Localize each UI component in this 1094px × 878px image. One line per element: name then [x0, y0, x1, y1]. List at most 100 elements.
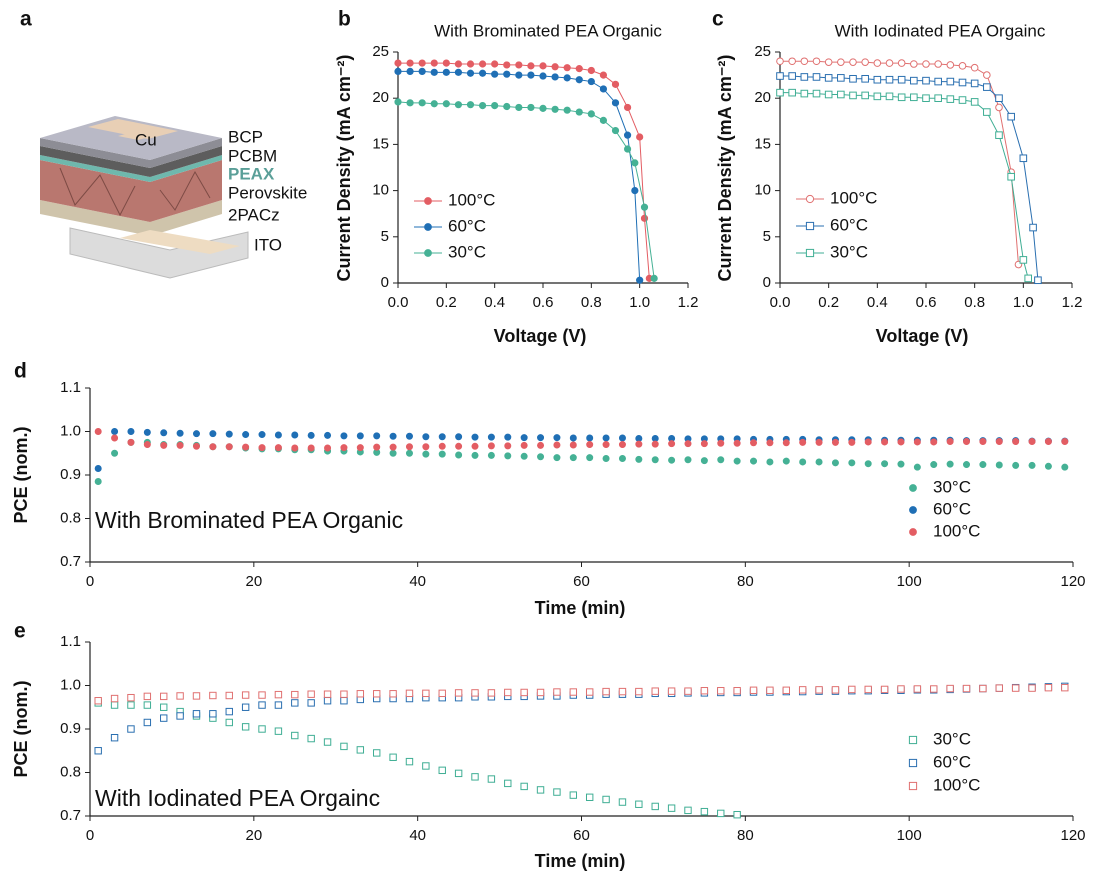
marker [127, 693, 135, 702]
marker [394, 67, 402, 76]
x-tick-label: 60 [573, 827, 590, 844]
marker [569, 441, 577, 449]
marker [225, 443, 233, 451]
grain-lines [159, 170, 211, 211]
marker [873, 59, 882, 67]
marker [970, 63, 979, 72]
y-axis-label: Current Density (mA cm⁻²) [334, 55, 354, 282]
x-tick-label: 1.0 [1013, 294, 1034, 311]
legend-marker [909, 528, 917, 536]
marker [323, 690, 332, 698]
y-tick-label: 0.8 [60, 763, 81, 780]
marker [455, 442, 463, 450]
marker [454, 101, 463, 109]
marker [881, 438, 889, 446]
marker [651, 456, 659, 464]
marker [258, 444, 266, 452]
marker [650, 274, 658, 282]
legend-marker [424, 197, 432, 205]
marker [438, 766, 446, 775]
marker [611, 126, 620, 135]
marker [160, 692, 168, 701]
marker [94, 478, 102, 486]
marker [127, 701, 135, 709]
marker [241, 703, 250, 711]
marker [373, 749, 381, 757]
y-tick-label: 1.0 [60, 676, 81, 693]
chart-title: With Brominated PEA Organic [434, 21, 662, 40]
marker [539, 72, 547, 80]
marker [537, 453, 545, 461]
marker [995, 684, 1003, 692]
marker [356, 444, 364, 452]
y-tick-label: 5 [763, 228, 771, 245]
marker [563, 64, 571, 72]
marker [406, 67, 414, 76]
layer-2pacz [40, 200, 222, 236]
x-tick-label: 0.6 [916, 294, 937, 311]
marker [143, 428, 151, 436]
marker [717, 809, 725, 818]
x-tick-label: 1.2 [1062, 294, 1083, 311]
marker [913, 463, 921, 471]
marker [478, 101, 487, 110]
layer-label: 2PACz [228, 205, 280, 224]
marker [471, 433, 479, 441]
marker [405, 689, 414, 698]
marker [799, 458, 807, 466]
marker [209, 430, 217, 438]
marker [241, 691, 250, 699]
marker [635, 455, 643, 463]
x-tick-label: 0.6 [533, 294, 554, 311]
legend-label: 60°C [830, 215, 868, 234]
marker [776, 88, 784, 97]
marker [340, 742, 348, 751]
marker [700, 457, 708, 465]
marker [1012, 461, 1020, 469]
marker [192, 710, 201, 718]
marker [910, 93, 918, 102]
marker [536, 688, 545, 697]
marker [209, 443, 217, 451]
x-tick-label: 1.0 [629, 294, 650, 311]
x-tick-label: 100 [897, 573, 922, 590]
layer-label: Perovskite [228, 183, 307, 202]
marker [575, 65, 583, 73]
marker [430, 68, 438, 76]
marker [258, 431, 266, 439]
marker [958, 62, 967, 70]
x-tick-label: 40 [409, 573, 426, 590]
layer-bcp [40, 138, 222, 168]
marker [324, 431, 332, 439]
marker [623, 103, 632, 112]
marker [520, 434, 528, 442]
marker [551, 105, 559, 113]
marker [861, 91, 869, 100]
marker [1061, 438, 1069, 446]
legend-label: 100°C [933, 775, 980, 794]
marker [946, 438, 954, 446]
marker [389, 753, 397, 761]
marker [569, 791, 578, 799]
marker [668, 456, 676, 464]
marker [717, 687, 725, 695]
marker [922, 60, 930, 68]
annotation: With Brominated PEA Organic [95, 507, 403, 533]
marker [946, 95, 955, 103]
marker [636, 133, 644, 141]
marker [782, 457, 790, 465]
legend-label: 60°C [933, 752, 971, 771]
marker [1012, 438, 1020, 446]
marker [824, 90, 833, 99]
marker [418, 59, 426, 67]
marker [717, 456, 725, 464]
marker [307, 690, 315, 698]
marker [668, 440, 676, 448]
marker [551, 63, 559, 71]
marker [258, 701, 266, 709]
legend-label: 100°C [448, 190, 495, 209]
marker [455, 451, 463, 459]
y-tick-label: 10 [372, 182, 389, 199]
marker [983, 71, 991, 79]
marker [963, 438, 971, 446]
